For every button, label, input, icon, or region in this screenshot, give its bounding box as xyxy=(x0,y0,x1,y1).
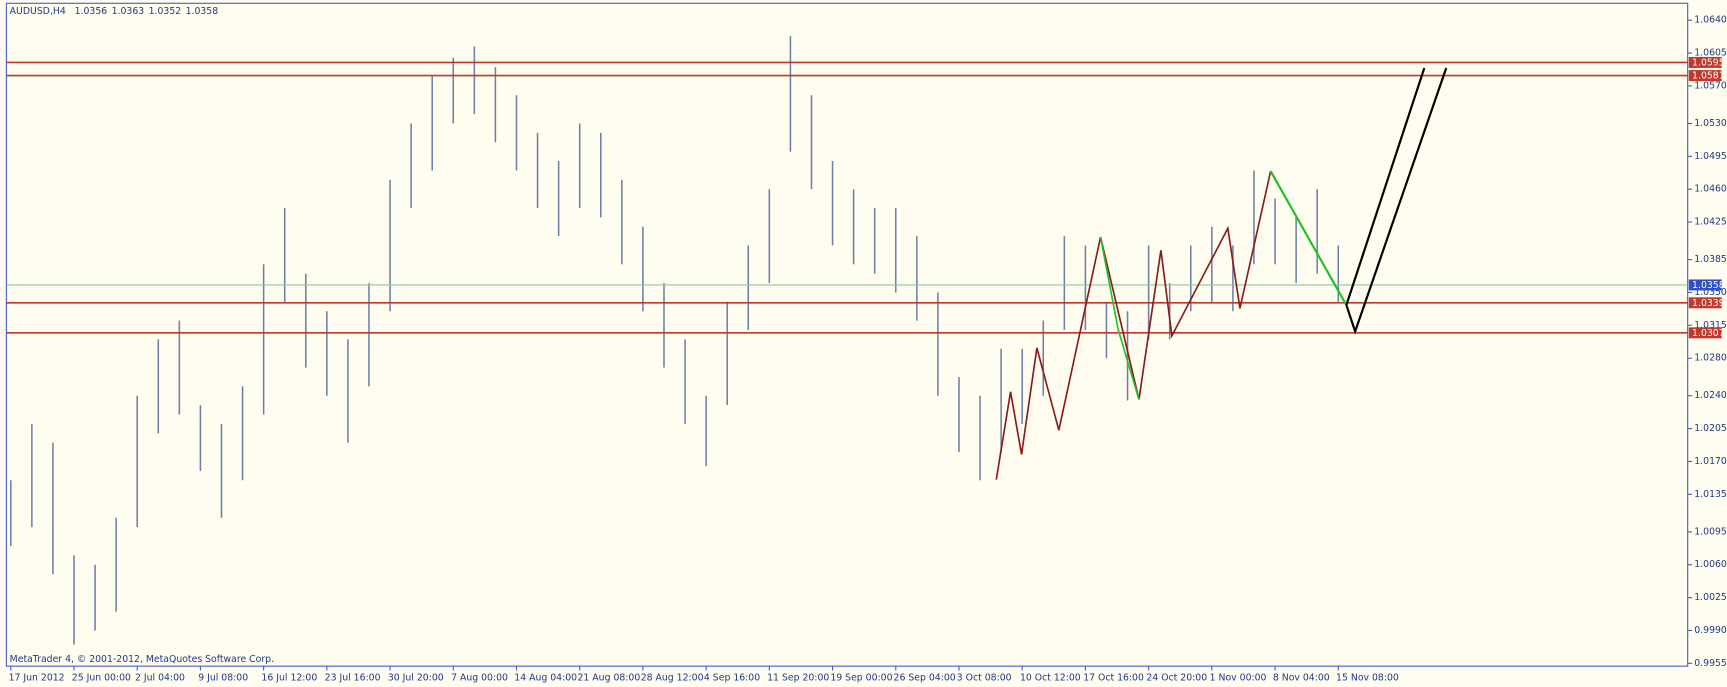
level-label: 1.0339 xyxy=(1692,298,1725,309)
y-tick-label: 1.0025 xyxy=(1694,592,1727,603)
x-tick-label: 24 Oct 20:00 xyxy=(1146,673,1207,684)
level-label-box xyxy=(1688,70,1722,82)
y-tick-label: 0.9990 xyxy=(1694,625,1727,636)
x-tick-label: 8 Nov 04:00 xyxy=(1273,673,1330,684)
level-label: 1.0595 xyxy=(1692,57,1725,68)
level-label-box xyxy=(1688,327,1722,339)
level-label-box xyxy=(1688,56,1722,68)
level-label: 1.0358 xyxy=(1692,280,1725,291)
y-tick-label: 1.0060 xyxy=(1694,559,1727,570)
x-tick-label: 23 Jul 16:00 xyxy=(325,673,381,684)
zigzag-leg xyxy=(1269,170,1348,306)
x-tick-label: 28 Aug 12:00 xyxy=(641,673,704,684)
y-tick-label: 1.0170 xyxy=(1694,456,1727,467)
y-tick-label: 1.0385 xyxy=(1694,254,1727,265)
x-tick-label: 30 Jul 20:00 xyxy=(388,673,444,684)
y-tick-label: 1.0425 xyxy=(1694,217,1727,228)
projection-line xyxy=(1345,67,1426,306)
y-tick-label: 0.9955 xyxy=(1694,658,1727,669)
y-tick-label: 1.0205 xyxy=(1694,423,1727,434)
x-tick-label: 1 Nov 00:00 xyxy=(1210,673,1267,684)
x-tick-label: 16 Jul 12:00 xyxy=(261,673,317,684)
header-field: AUDUSD,H4 xyxy=(10,5,66,16)
x-tick-label: 21 Aug 08:00 xyxy=(578,673,641,684)
x-tick-label: 2 Jul 04:00 xyxy=(135,673,185,684)
y-tick-label: 1.0640 xyxy=(1694,15,1727,26)
level-label: 1.0581 xyxy=(1692,71,1725,82)
plot-frame xyxy=(5,2,1689,667)
copyright: MetaTrader 4, © 2001-2012, MetaQuotes So… xyxy=(10,654,274,665)
y-tick-label: 1.0240 xyxy=(1694,390,1727,401)
x-tick-label: 17 Jun 2012 xyxy=(9,673,65,684)
background xyxy=(3,0,1724,687)
y-tick-label: 1.0315 xyxy=(1694,320,1727,331)
header-field: 1.0352 xyxy=(149,5,182,16)
x-tick-label: 9 Jul 08:00 xyxy=(198,673,248,684)
y-tick-label: 1.0570 xyxy=(1694,80,1727,91)
header-field: 1.0363 xyxy=(112,5,145,16)
x-tick-label: 10 Oct 12:00 xyxy=(1020,673,1081,684)
zigzag xyxy=(995,171,1272,480)
x-tick-label: 15 Nov 08:00 xyxy=(1336,673,1399,684)
header-field: 1.0356 xyxy=(75,5,108,16)
x-tick-label: 4 Sep 16:00 xyxy=(704,673,760,684)
x-tick-label: 11 Sep 20:00 xyxy=(767,673,829,684)
y-tick-label: 1.0495 xyxy=(1694,151,1727,162)
level-label: 1.0307 xyxy=(1692,328,1725,339)
x-tick-label: 3 Oct 08:00 xyxy=(957,673,1012,684)
header-field: 1.0358 xyxy=(186,5,219,16)
drawings xyxy=(995,67,1448,480)
y-tick-label: 1.0605 xyxy=(1694,48,1727,59)
x-tick-label: 26 Sep 04:00 xyxy=(894,673,956,684)
marks xyxy=(6,36,1688,645)
y-tick-label: 1.0350 xyxy=(1694,287,1727,298)
x-tick-label: 14 Aug 04:00 xyxy=(514,673,577,684)
x-tick-label: 17 Oct 16:00 xyxy=(1083,673,1144,684)
x-tick-label: 25 Jun 00:00 xyxy=(72,673,131,684)
y-tick-label: 1.0135 xyxy=(1694,489,1727,500)
x-tick-label: 19 Sep 00:00 xyxy=(830,673,892,684)
zigzag-leg xyxy=(1099,236,1140,400)
x-tick-label: 7 Aug 00:00 xyxy=(451,673,508,684)
level-label-box xyxy=(1688,297,1722,309)
header: AUDUSD,H4 1.0356 1.0363 1.0352 1.0358 xyxy=(10,5,219,16)
projection-line xyxy=(1345,67,1448,335)
level-label-box xyxy=(1688,279,1722,291)
y-tick-label: 1.0530 xyxy=(1694,118,1727,129)
y-tick-label: 1.0460 xyxy=(1694,184,1727,195)
y-tick-label: 1.0280 xyxy=(1694,353,1727,364)
y-tick-label: 1.0095 xyxy=(1694,526,1727,537)
